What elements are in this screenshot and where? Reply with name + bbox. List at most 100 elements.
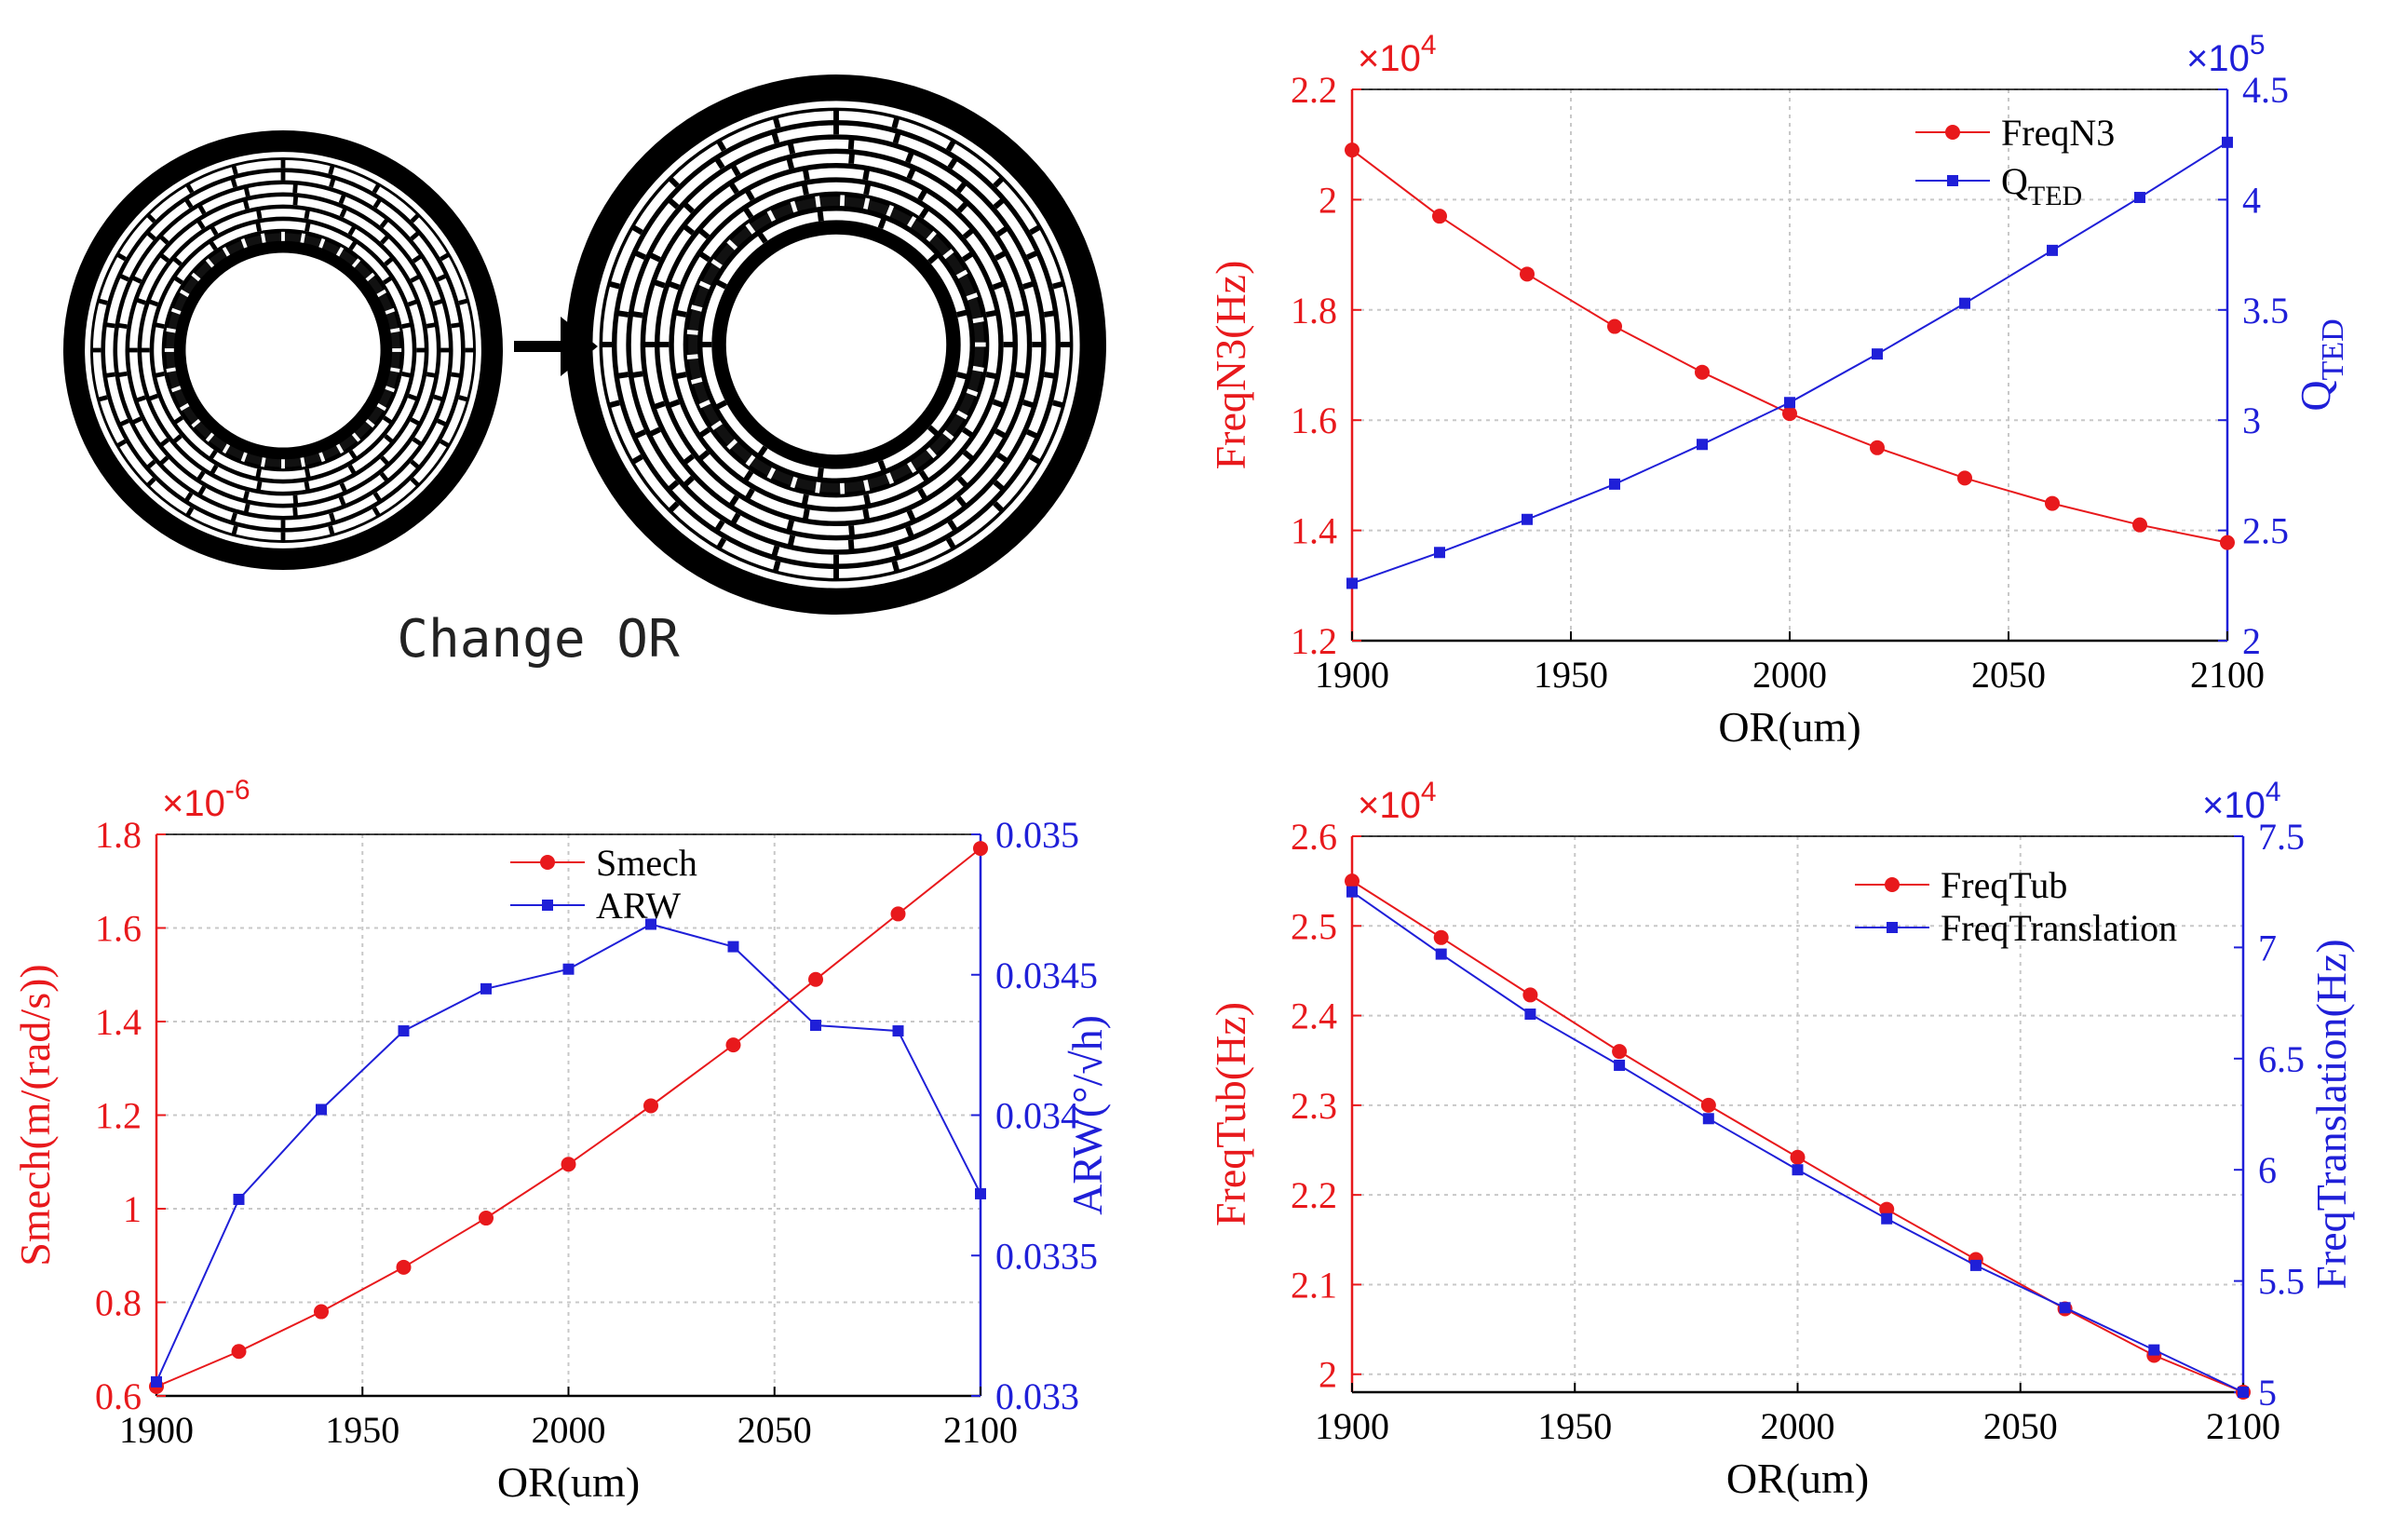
right-tick-label: 6.5 (2258, 1038, 2305, 1080)
brick-joint (117, 371, 128, 378)
brick-joint (148, 299, 159, 307)
point-arw (727, 941, 739, 953)
legend-label: FreqN3 (2001, 112, 2115, 154)
brick-joint (956, 476, 969, 489)
brick-joint (966, 388, 979, 397)
brick-joint (131, 416, 142, 426)
brick-joint (726, 239, 738, 250)
brick-joint (255, 222, 262, 232)
brick-joint (926, 230, 937, 242)
brick-joint (714, 278, 728, 290)
brick-joint (437, 273, 448, 282)
brick-joint (329, 177, 336, 188)
brick-joint (745, 223, 756, 235)
brick-joint (891, 561, 900, 573)
point-smech (808, 971, 823, 987)
x-axis-label: OR(um) (1718, 703, 1860, 751)
left-tick-label: 1 (123, 1188, 142, 1230)
brick-joint (961, 250, 974, 263)
right-tick-label: 5 (2258, 1372, 2277, 1414)
brick-joint (426, 322, 437, 329)
point-arw (562, 963, 575, 975)
left-tick-label: 2.6 (1291, 816, 1337, 858)
brick-joint (179, 289, 190, 298)
brick-joint (966, 292, 979, 301)
right-tick-label: 5.5 (2258, 1261, 2305, 1303)
brick-joint (714, 399, 728, 411)
brick-joint (996, 453, 1009, 464)
brick-joint (962, 450, 975, 462)
brick-joint (863, 480, 871, 492)
brick-joint (118, 273, 129, 282)
left-tick-label: 1.6 (95, 908, 142, 950)
left-axis-multiplier: ×10-6 (162, 775, 250, 824)
brick-joint (1026, 429, 1039, 440)
x-tick-label: 2050 (1983, 1405, 2058, 1447)
brick-joint (942, 249, 954, 260)
brick-joint (1052, 280, 1064, 290)
x-tick-label: 1950 (325, 1409, 399, 1451)
brick-joint (426, 372, 437, 378)
brick-joint (376, 402, 387, 412)
point-q (1697, 439, 1708, 451)
left-axis-multiplier-exponent: -6 (225, 775, 250, 806)
brick-joint (191, 418, 201, 428)
right-tick-label: 0.0345 (995, 955, 1098, 996)
brick-joint (379, 218, 389, 229)
left-tick-label: 0.8 (95, 1282, 142, 1324)
brick-joint (955, 269, 968, 279)
inner-hole (183, 250, 384, 451)
brick-joint (338, 194, 346, 205)
brick-joint (683, 201, 695, 214)
brick-joint (230, 177, 237, 188)
brick-joint (955, 410, 968, 420)
brick-joint (947, 156, 958, 169)
legend-marker (1947, 175, 1958, 186)
diagram-caption: Change OR (397, 609, 680, 670)
point-freqtub (1433, 929, 1449, 945)
brick-joint (714, 156, 725, 169)
brick-joint (996, 225, 1009, 237)
brick-joint (210, 464, 219, 475)
brick-joint (145, 231, 156, 241)
point-arw (316, 1103, 327, 1116)
brick-joint (766, 210, 777, 223)
left-tick-label: 1.2 (95, 1095, 142, 1137)
brick-joint (993, 176, 1005, 188)
brick-joint (240, 452, 248, 463)
brick-joint (790, 200, 798, 213)
point-arw (975, 1187, 986, 1199)
chart-freqn3-qted: 1900 1950 2000 2050 2100 OR(um) 1.2 1.4 1.6 1.8 2 2… (1207, 30, 2350, 751)
brick-joint (339, 482, 348, 494)
brick-joint (255, 468, 262, 479)
brick-joint (183, 492, 194, 503)
brick-joint (956, 309, 968, 318)
point-freqtub (1879, 1201, 1895, 1217)
brick-joint (385, 307, 396, 315)
brick-joint (261, 233, 266, 243)
brick-joint (771, 131, 780, 144)
brick-joint (648, 427, 661, 437)
brick-joint (159, 252, 170, 263)
legend-label: ARW (596, 885, 681, 927)
brick-joint (992, 399, 1005, 409)
left-tick-label: 2.5 (1291, 905, 1337, 947)
brick-joint (261, 457, 266, 467)
brick-joint (616, 372, 629, 379)
point-q (1434, 547, 1445, 559)
brick-joint (205, 432, 215, 442)
brick-joint (668, 399, 681, 409)
brick-joint (927, 425, 940, 437)
x-tick-label: 1900 (1315, 654, 1389, 696)
left-tick-label: 1.2 (1291, 620, 1337, 662)
brick-joint (1043, 372, 1056, 379)
x-tick-label: 1950 (1534, 654, 1608, 696)
brick-joint (863, 197, 871, 210)
point-freqtranslation (1346, 886, 1358, 898)
brick-joint (231, 164, 238, 175)
x-tick-label: 1900 (1315, 1405, 1389, 1447)
left-axis-multiplier: ×104 (1358, 777, 1437, 826)
brick-joint (771, 545, 780, 558)
brick-joint (716, 139, 727, 152)
brick-joint (985, 372, 998, 380)
